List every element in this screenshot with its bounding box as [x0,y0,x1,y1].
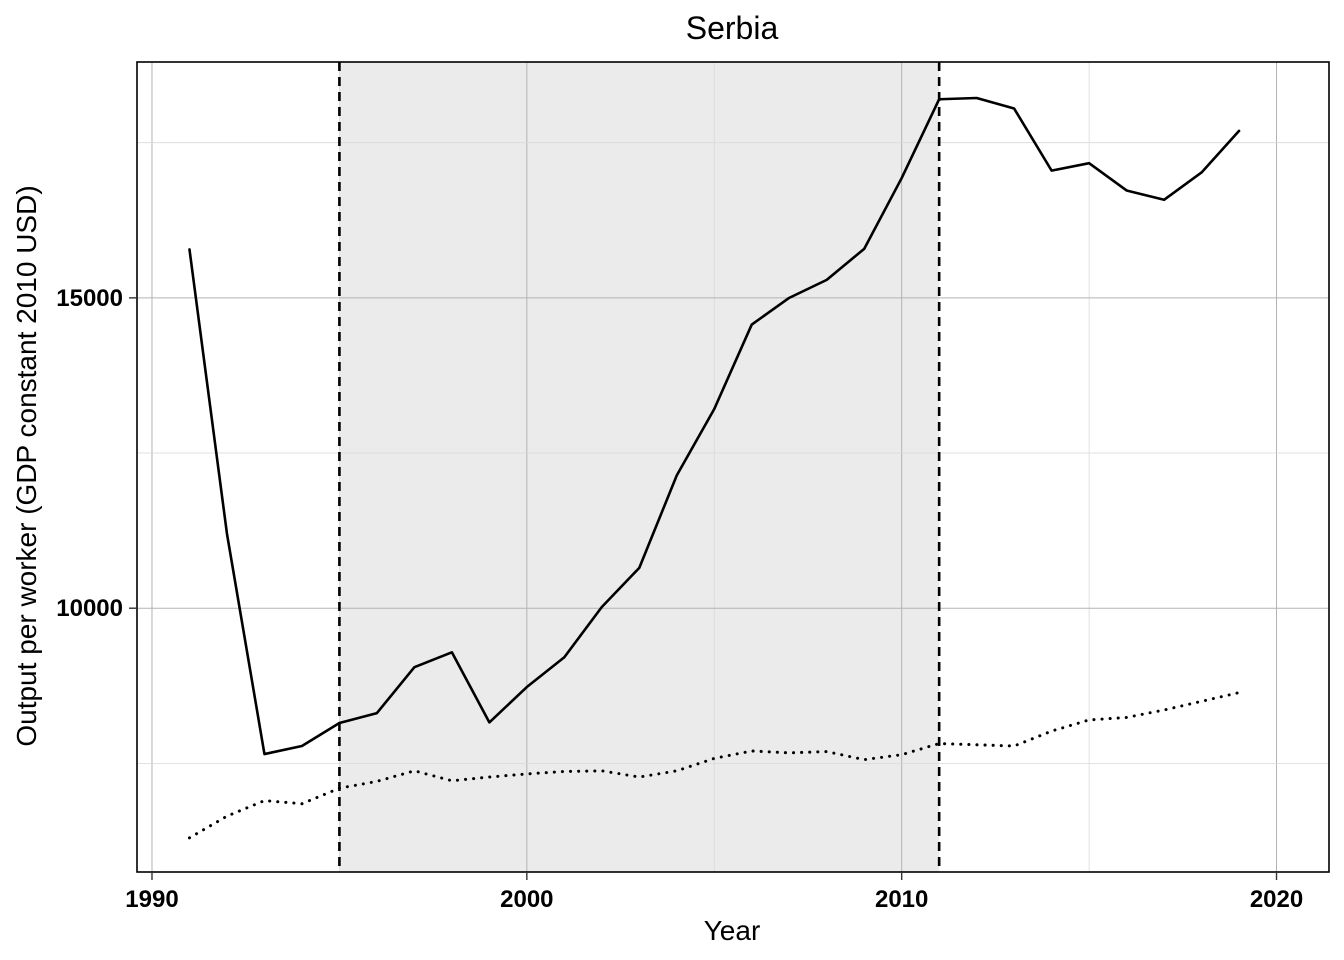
plot-area: 1990 2000 2010 2020 10000 15000 [56,61,1330,913]
y-tick-label: 15000 [56,285,123,312]
series-line-solid [188,96,1241,756]
plot-border [136,61,1330,873]
x-tick-label: 2010 [875,886,928,913]
x-tick-label: 1990 [125,886,178,913]
y-axis-title: Output per worker (GDP constant 2010 USD… [11,185,42,746]
x-axis-title: Year [704,915,761,946]
y-tick-label: 10000 [56,595,123,622]
x-tick-label: 2000 [500,886,553,913]
x-tick-label: 2020 [1250,886,1303,913]
chart-title: Serbia [686,10,779,46]
series-line-dotted [187,691,1241,840]
shaded-region [339,62,940,872]
